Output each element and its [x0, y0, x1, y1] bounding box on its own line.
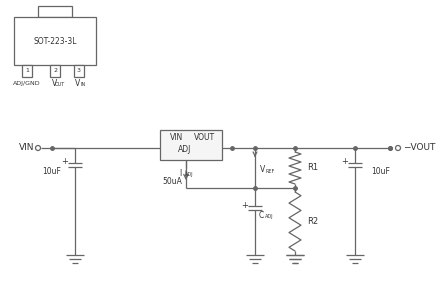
- Text: +: +: [342, 156, 349, 166]
- Text: REF: REF: [265, 169, 275, 174]
- Text: ADJ: ADJ: [265, 214, 274, 219]
- Text: 1: 1: [25, 69, 29, 74]
- Bar: [22, 65, 32, 77]
- Text: V: V: [260, 166, 265, 174]
- Text: 50uA: 50uA: [162, 178, 182, 186]
- Bar: [38, 6, 72, 17]
- Text: 10uF: 10uF: [42, 167, 61, 177]
- Text: VIN: VIN: [170, 134, 183, 142]
- Text: +: +: [62, 156, 68, 166]
- Text: OUT: OUT: [55, 82, 65, 87]
- Text: +: +: [242, 200, 248, 210]
- Text: ADJ: ADJ: [178, 145, 191, 155]
- Text: 10uF: 10uF: [371, 167, 390, 177]
- Text: R1: R1: [307, 163, 318, 173]
- Text: −VOUT: −VOUT: [403, 143, 435, 152]
- Text: VOUT: VOUT: [194, 134, 215, 142]
- Text: ADJ/GND: ADJ/GND: [13, 81, 41, 87]
- Text: 2: 2: [53, 69, 57, 74]
- Bar: [50, 65, 60, 77]
- Text: C: C: [259, 210, 264, 220]
- Text: VIN: VIN: [18, 143, 34, 152]
- Text: I: I: [180, 168, 182, 178]
- Text: R2: R2: [307, 217, 318, 226]
- Text: V: V: [75, 78, 81, 88]
- Text: ADJ: ADJ: [185, 172, 194, 177]
- Bar: [74, 65, 84, 77]
- Bar: [160, 130, 222, 160]
- Text: IN: IN: [81, 82, 86, 87]
- Text: V: V: [53, 78, 58, 88]
- Text: 3: 3: [77, 69, 81, 74]
- Text: SOT-223-3L: SOT-223-3L: [33, 37, 77, 45]
- Bar: [14, 17, 96, 65]
